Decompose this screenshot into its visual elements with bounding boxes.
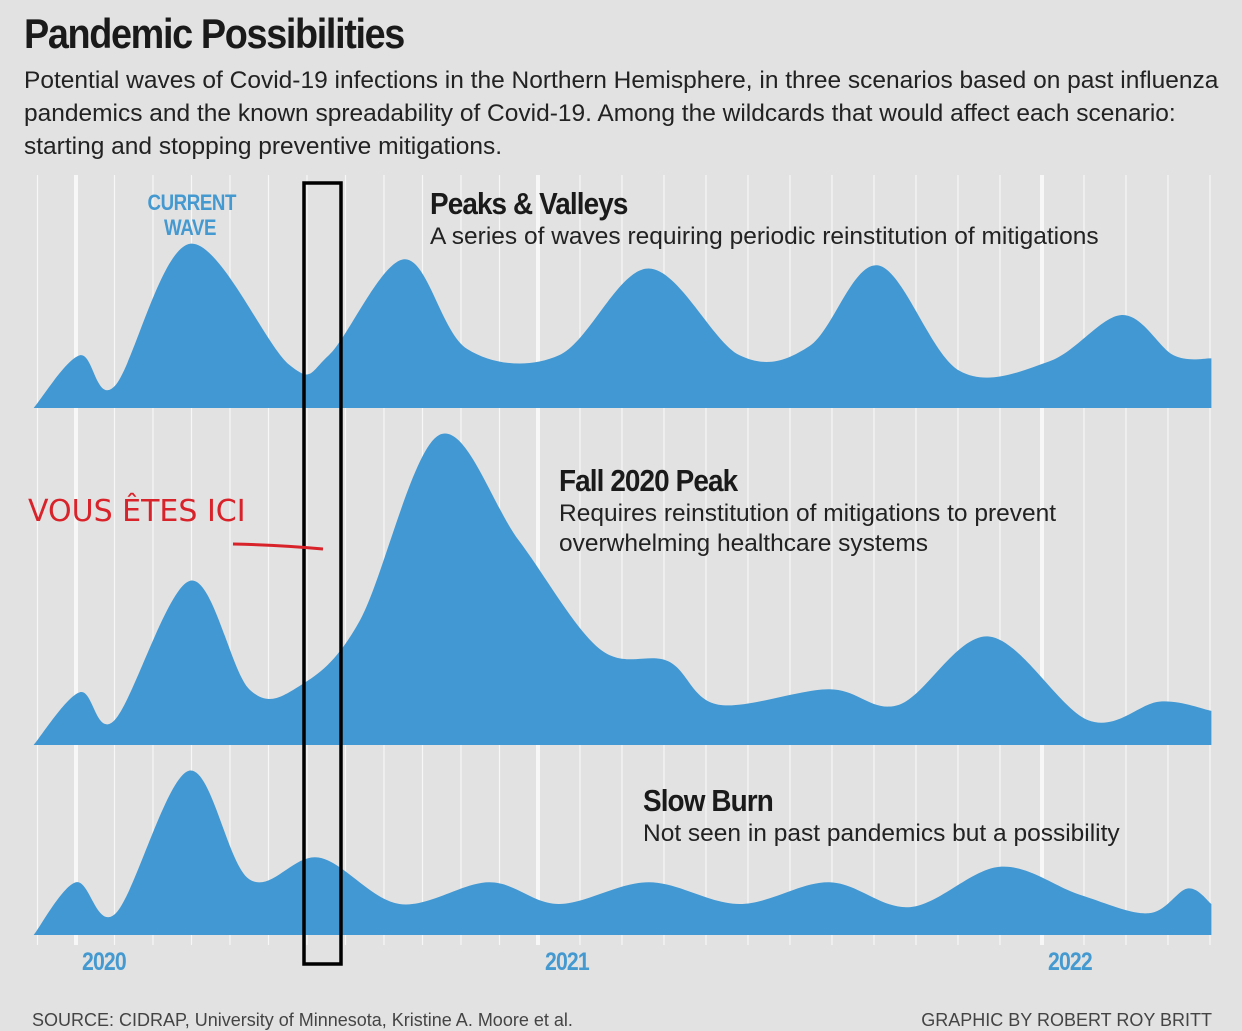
scenario-fall-2020-peak: Fall 2020 Peak Requires reinstitution of… [559,463,1159,559]
series-title: Slow Burn [643,783,774,818]
graphic-credit: GRAPHIC BY ROBERT ROY BRITT [921,1010,1212,1030]
you-are-here-annotation: VOUS ÊTES ICI [28,494,246,529]
annotation-pointer-line [232,542,324,551]
x-tick-label: 2020 [82,948,127,976]
series-description: A series of waves requiring periodic rei… [430,223,1099,250]
series-area-fall-2020-peak [33,433,1212,745]
series-title: Peaks & Valleys [430,186,628,221]
page-title: Pandemic Possibilities [24,10,405,57]
source-note: SOURCE: CIDRAP, University of Minnesota,… [32,1010,573,1030]
series-area-peaks-valleys [33,243,1212,408]
scenario-slow-burn: Slow Burn Not seen in past pandemics but… [643,783,1120,849]
series-description: Not seen in past pandemics but a possibi… [643,820,1120,847]
series-title: Fall 2020 Peak [559,463,738,498]
current-wave-label: CURRENT WAVE [147,190,237,240]
highlight-box [302,181,343,966]
x-tick-label: 2022 [1048,948,1093,976]
scenario-areas [33,243,1212,935]
x-tick-label: 2021 [545,948,590,976]
series-description: Requires reinstitution of mitigations to… [559,500,1057,557]
scenario-peaks-valleys: Peaks & Valleys A series of waves requir… [430,186,1099,252]
subtitle: Potential waves of Covid-19 infections i… [24,67,1219,160]
series-area-slow-burn [33,770,1212,935]
